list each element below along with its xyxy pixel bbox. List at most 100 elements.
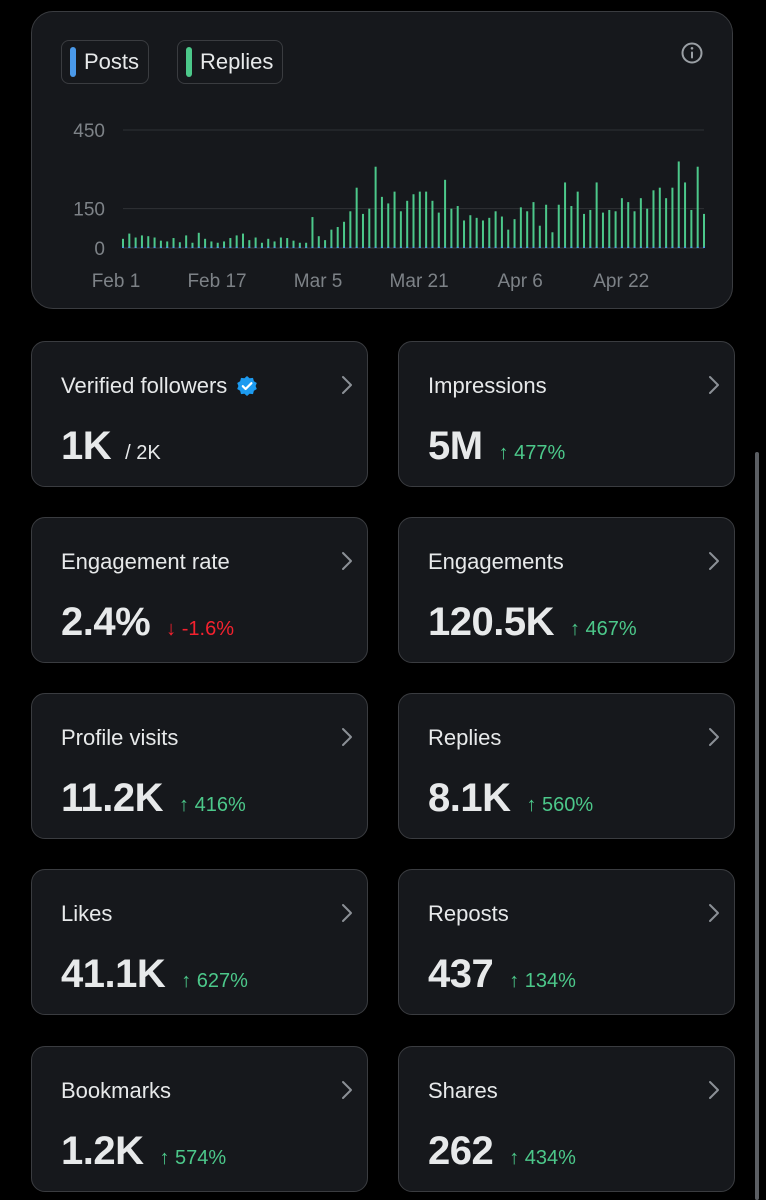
replies-bar [216, 242, 219, 248]
stat-change: ↑ 416% [179, 794, 246, 816]
replies-bar [248, 240, 251, 248]
replies-bar [627, 202, 630, 248]
stat-card-verified-followers[interactable]: Verified followers 1K / 2K [31, 341, 368, 487]
legend-replies[interactable]: Replies [177, 40, 284, 84]
stat-value-row: 11.2K ↑ 416% [61, 776, 246, 821]
replies-bar [671, 187, 674, 248]
posts-bar [330, 246, 333, 248]
posts-bar [545, 246, 548, 248]
replies-bar [241, 233, 244, 248]
posts-bar [166, 246, 169, 248]
y-tick-label: 150 [73, 200, 105, 221]
replies-bar [185, 235, 188, 248]
replies-bar [652, 190, 655, 248]
replies-bar [349, 211, 352, 248]
posts-bar [122, 246, 124, 248]
stat-change: ↑ 134% [509, 970, 576, 992]
posts-bar [437, 246, 440, 248]
replies-bar [140, 235, 143, 248]
replies-bar [608, 209, 611, 248]
stat-card-likes[interactable]: Likes 41.1K ↑ 627% [31, 869, 368, 1015]
stat-value-row: 120.5K ↑ 467% [428, 600, 637, 645]
replies-bar [526, 211, 529, 248]
replies-bar [639, 198, 642, 248]
replies-bar [235, 235, 238, 248]
replies-bar [444, 179, 447, 248]
posts-bar [235, 246, 238, 248]
posts-bar [311, 246, 314, 248]
stat-label-row: Profile visits [61, 725, 178, 751]
replies-bar [387, 203, 390, 248]
replies-bar [507, 229, 510, 248]
posts-bar [317, 246, 320, 248]
stat-card-replies[interactable]: Replies 8.1K ↑ 560% [398, 693, 735, 839]
posts-bar [551, 246, 554, 248]
posts-bar [343, 246, 346, 248]
replies-bar [311, 217, 314, 248]
scrollbar[interactable] [755, 452, 759, 1200]
posts-bar [380, 246, 383, 248]
stat-value: 1K [61, 424, 112, 468]
posts-bar [204, 246, 207, 248]
stat-label: Engagement rate [61, 549, 230, 574]
replies-bar [406, 200, 409, 248]
chevron-right-icon [342, 376, 352, 394]
stat-label-row: Reposts [428, 901, 509, 927]
posts-bar [286, 246, 289, 248]
stat-label-row: Engagement rate [61, 549, 230, 575]
replies-bar [374, 166, 377, 248]
replies-bar [595, 182, 598, 248]
legend-posts[interactable]: Posts [61, 40, 150, 84]
stat-card-engagement-rate[interactable]: Engagement rate 2.4% ↓ -1.6% [31, 517, 368, 663]
activity-chart-card: Posts Replies 450 150 0 Feb 1 Feb 17 Mar 5 Mar… [31, 11, 733, 309]
stat-card-profile-visits[interactable]: Profile visits 11.2K ↑ 416% [31, 693, 368, 839]
replies-bar [614, 211, 617, 248]
posts-bar [216, 246, 219, 248]
posts-bar [399, 246, 402, 248]
posts-bar [463, 246, 466, 248]
replies-bar [456, 206, 459, 248]
posts-bar [134, 246, 137, 248]
stat-value: 5M [428, 424, 483, 468]
replies-bar [279, 237, 282, 248]
replies-bar [463, 220, 466, 248]
stat-label: Likes [61, 901, 113, 926]
posts-bar [475, 246, 478, 248]
replies-bar [551, 232, 554, 248]
posts-bar [336, 246, 339, 248]
chevron-right-icon [709, 552, 719, 570]
info-circle-icon[interactable] [680, 41, 704, 65]
stat-card-reposts[interactable]: Reposts 437 ↑ 134% [398, 869, 735, 1015]
replies-bar [696, 166, 699, 248]
posts-bar [355, 246, 358, 248]
replies-bar [134, 237, 137, 248]
posts-bar [570, 246, 573, 248]
posts-bar [178, 246, 181, 248]
replies-bar [601, 212, 604, 248]
replies-bar [122, 238, 124, 248]
stat-card-shares[interactable]: Shares 262 ↑ 434% [398, 1046, 735, 1192]
stat-card-bookmarks[interactable]: Bookmarks 1.2K ↑ 574% [31, 1046, 368, 1192]
replies-bar [210, 241, 213, 248]
replies-bar [159, 240, 162, 248]
posts-bar [197, 246, 200, 248]
replies-bar [166, 241, 169, 248]
posts-bar [159, 246, 162, 248]
stat-value: 262 [428, 1129, 494, 1173]
posts-bar [267, 246, 270, 248]
stat-label: Shares [428, 1078, 498, 1103]
chevron-right-icon [342, 904, 352, 922]
stat-card-impressions[interactable]: Impressions 5M ↑ 477% [398, 341, 735, 487]
replies-bar [658, 187, 661, 248]
replies-bar [128, 233, 131, 248]
posts-bar [703, 246, 705, 248]
stat-value: 120.5K [428, 600, 554, 644]
stat-label-row: Bookmarks [61, 1078, 171, 1104]
replies-bar [513, 219, 516, 248]
stat-card-engagements[interactable]: Engagements 120.5K ↑ 467% [398, 517, 735, 663]
posts-bar [696, 246, 699, 248]
stat-label-row: Impressions [428, 373, 547, 399]
posts-bar [140, 246, 143, 248]
posts-bar [324, 246, 327, 248]
posts-bar [690, 246, 693, 248]
